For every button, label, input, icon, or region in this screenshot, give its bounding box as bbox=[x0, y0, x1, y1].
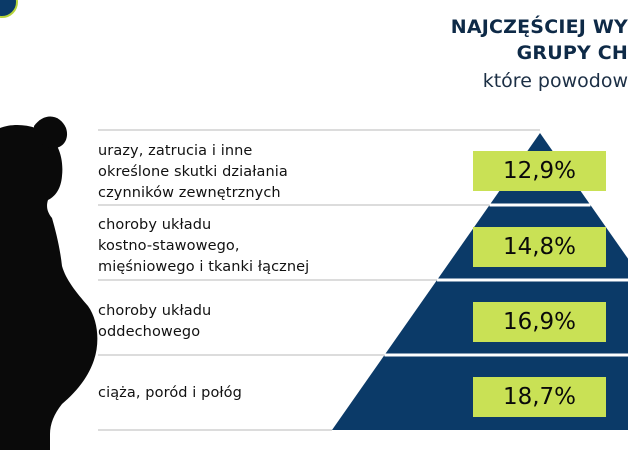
category-label: choroby układu kostno-stawowego, mięśniowe… bbox=[98, 215, 330, 278]
value-label: 12,9% bbox=[473, 151, 606, 191]
value-label: 16,9% bbox=[473, 302, 606, 342]
category-label-line: czynników zewnętrznych bbox=[98, 185, 281, 201]
category-label: ciąża, poród i połóg bbox=[98, 383, 330, 404]
category-label-line: kostno-stawowego, bbox=[98, 238, 240, 254]
woman-silhouette-icon bbox=[0, 116, 98, 450]
chart-subtitle: które powodow bbox=[482, 70, 628, 92]
category-label-line: oddechowego bbox=[98, 324, 201, 340]
value-label: 18,7% bbox=[473, 377, 606, 417]
category-label-line: choroby układu bbox=[98, 303, 212, 319]
value-label: 14,8% bbox=[473, 227, 606, 267]
chart-title-line-1: NAJCZĘŚCIEJ WY bbox=[450, 16, 628, 38]
category-label-line: określone skutki działania bbox=[98, 164, 288, 180]
chart-title-block: NAJCZĘŚCIEJ WY GRUPY CH które powodow bbox=[388, 14, 628, 96]
category-label-line: ciąża, poród i połóg bbox=[98, 385, 242, 401]
category-label: urazy, zatrucia i inne określone skutki d… bbox=[98, 141, 330, 204]
category-label-line: mięśniowego i tkanki łącznej bbox=[98, 259, 310, 275]
category-label-line: choroby układu bbox=[98, 217, 212, 233]
chart-title-line-2: GRUPY CH bbox=[516, 42, 628, 64]
category-label-line: urazy, zatrucia i inne bbox=[98, 143, 253, 159]
category-label: choroby układu oddechowego bbox=[98, 301, 330, 343]
